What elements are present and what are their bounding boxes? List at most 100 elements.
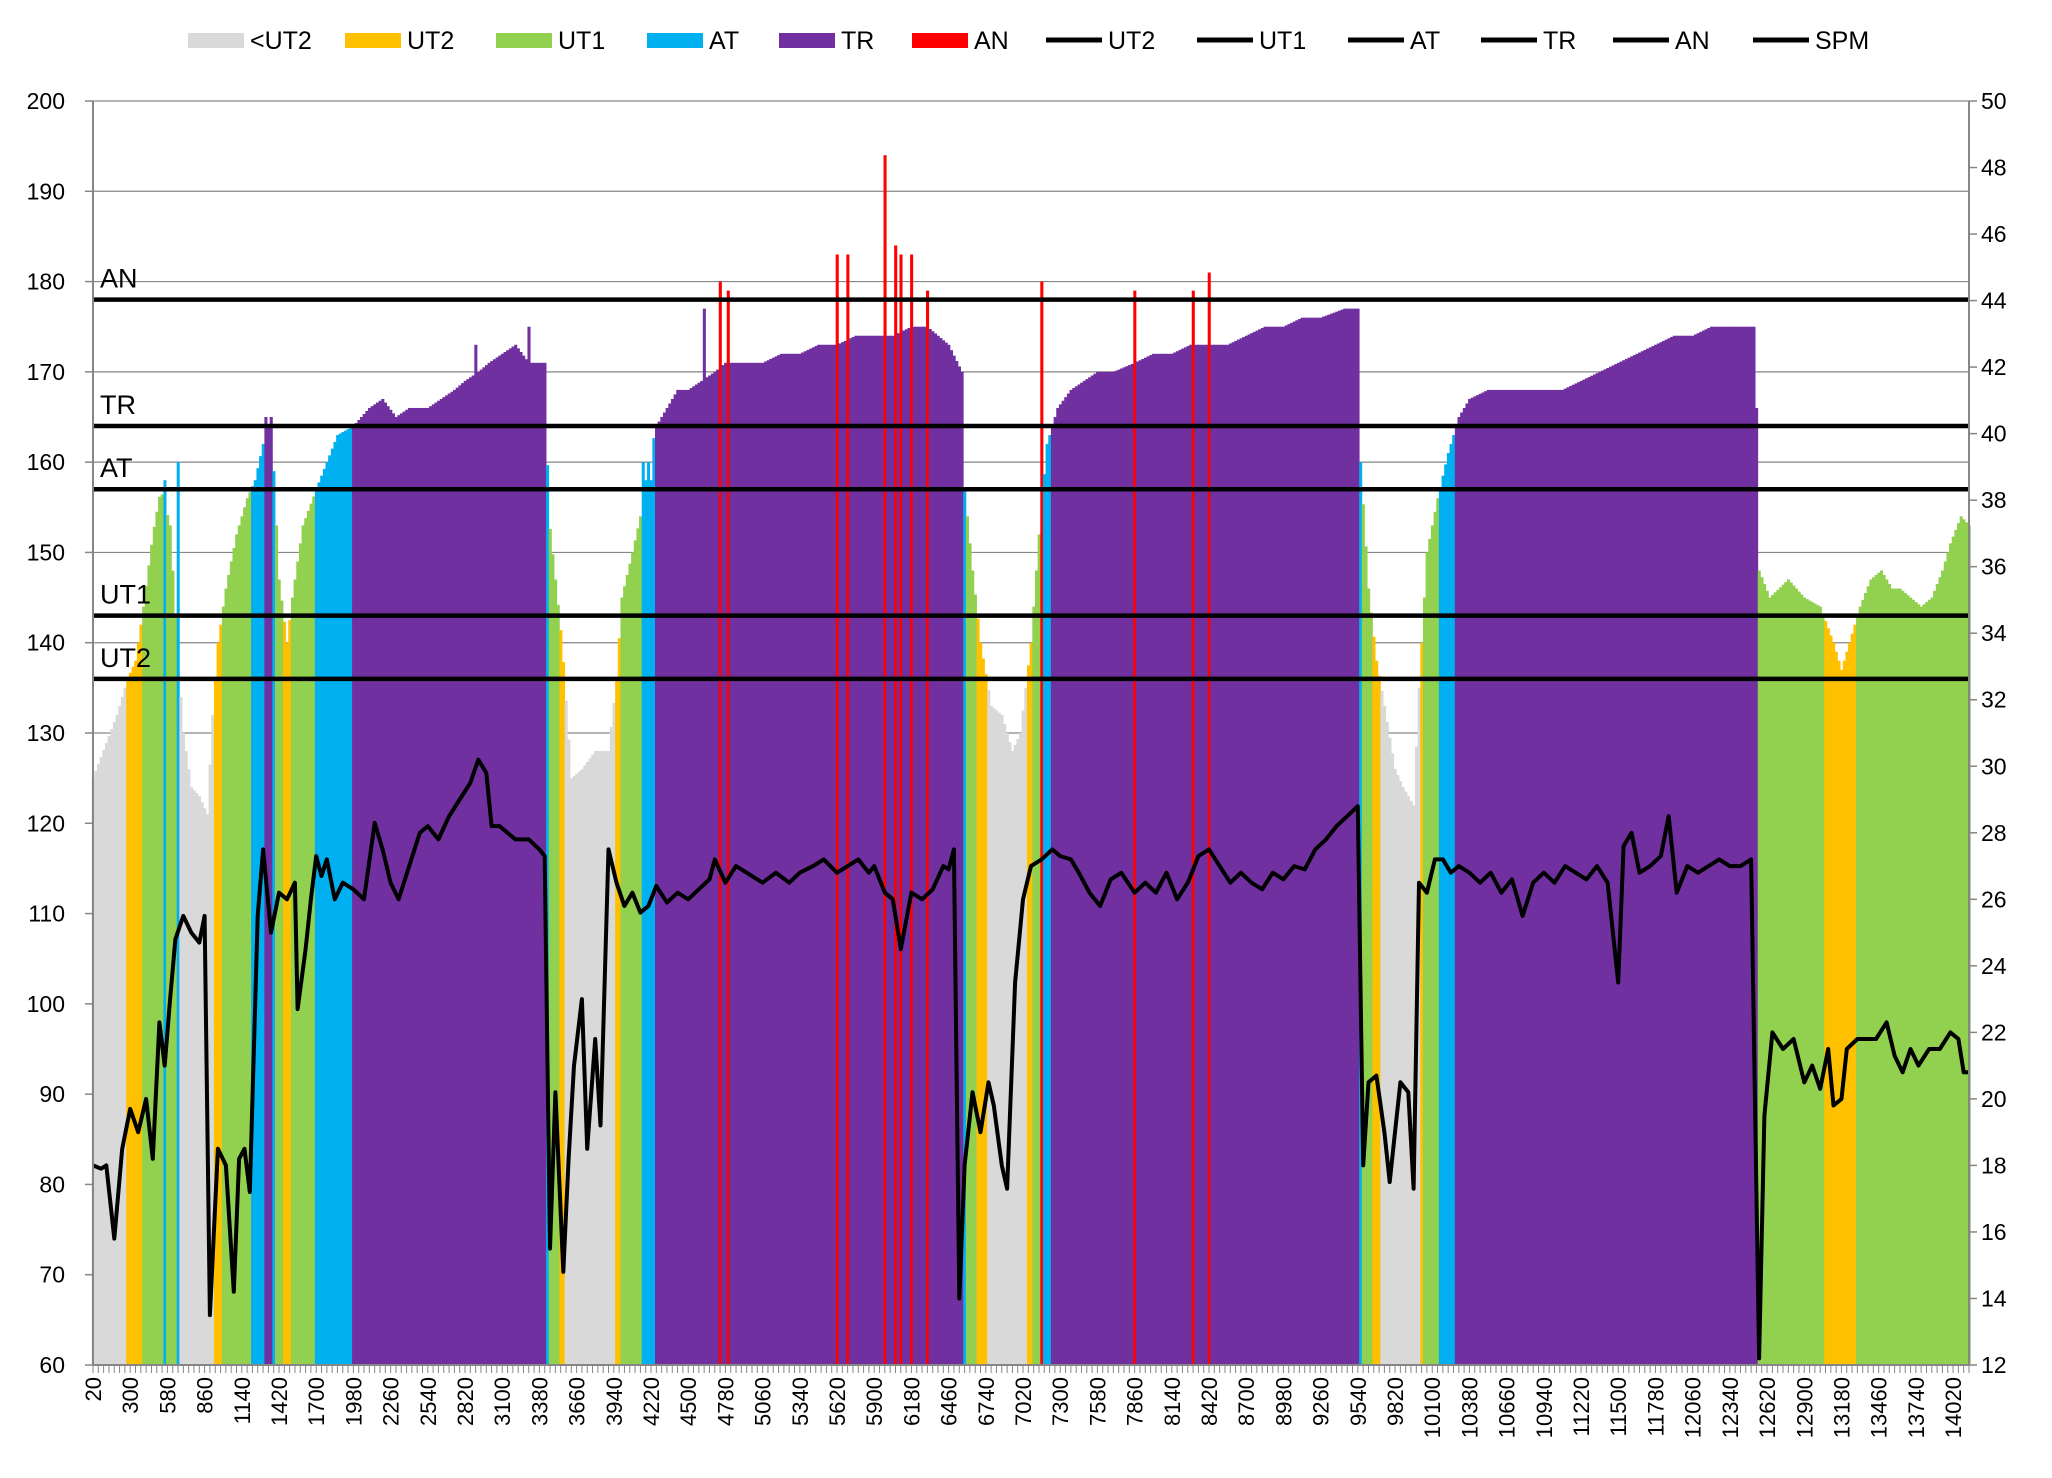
heart-rate-bar bbox=[453, 389, 457, 1365]
heart-rate-bar bbox=[174, 615, 178, 1365]
x-tick-label: 12340 bbox=[1718, 1377, 1743, 1438]
y2-tick-label: 26 bbox=[1981, 886, 2007, 912]
heart-rate-bar bbox=[1409, 800, 1413, 1365]
heart-rate-bar bbox=[785, 353, 789, 1365]
heart-rate-bar bbox=[182, 733, 186, 1365]
heart-rate-bar bbox=[280, 600, 284, 1365]
heart-rate-bar bbox=[758, 362, 762, 1366]
heart-rate-bar bbox=[1266, 326, 1270, 1366]
heart-rate-bar bbox=[1138, 360, 1142, 1365]
x-tick-label: 10100 bbox=[1420, 1377, 1445, 1438]
heart-rate-bar bbox=[1329, 313, 1333, 1365]
heart-rate-bar bbox=[1749, 326, 1753, 1366]
heart-rate-bar bbox=[1175, 351, 1179, 1366]
heart-rate-bar bbox=[920, 326, 924, 1366]
heart-rate-bar bbox=[1130, 363, 1134, 1366]
heart-rate-bar bbox=[809, 348, 813, 1365]
heart-rate-bar bbox=[1701, 330, 1706, 1366]
heart-rate-bar bbox=[203, 808, 207, 1365]
x-tick-label: 8420 bbox=[1197, 1377, 1222, 1426]
heart-rate-bar bbox=[298, 543, 302, 1365]
heart-rate-bar bbox=[1287, 324, 1291, 1365]
heart-rate-bar bbox=[383, 402, 388, 1365]
heart-rate-bar bbox=[939, 338, 943, 1365]
heart-rate-bar bbox=[1438, 486, 1442, 1366]
heart-rate-bar bbox=[1712, 326, 1716, 1366]
y2-tick-label: 46 bbox=[1981, 221, 2007, 247]
heart-rate-bar bbox=[1502, 389, 1506, 1365]
heart-rate-bar bbox=[1858, 606, 1862, 1365]
heart-rate-bar bbox=[1013, 745, 1017, 1365]
heart-rate-bar bbox=[397, 415, 401, 1365]
heart-rate-bar bbox=[1064, 397, 1068, 1365]
heart-rate-bar bbox=[995, 710, 999, 1365]
heart-rate-bar bbox=[766, 360, 770, 1365]
heart-rate-bar bbox=[1678, 335, 1682, 1365]
heart-rate-bar bbox=[1003, 723, 1007, 1365]
legend-label: SPM bbox=[1815, 27, 1869, 55]
heart-rate-bar bbox=[235, 534, 239, 1365]
heart-rate-bar bbox=[1194, 344, 1198, 1365]
heart-rate-bar bbox=[546, 465, 550, 1365]
heart-rate-bar bbox=[843, 340, 847, 1365]
heart-rate-bar bbox=[314, 489, 318, 1366]
heart-rate-bar bbox=[1707, 328, 1711, 1365]
x-tick-label: 3100 bbox=[490, 1377, 515, 1426]
heart-rate-bar bbox=[1186, 346, 1190, 1365]
heart-rate-bar bbox=[538, 362, 542, 1366]
heart-rate-bar bbox=[144, 585, 148, 1365]
heart-rate-bar bbox=[620, 597, 624, 1365]
heart-rate-bar bbox=[548, 528, 552, 1365]
heart-rate-bar bbox=[1244, 335, 1248, 1365]
heart-rate-bar bbox=[370, 406, 374, 1365]
heart-rate-bar bbox=[261, 444, 265, 1366]
y2-tick-label: 44 bbox=[1981, 288, 2007, 314]
heart-rate-bar bbox=[841, 342, 845, 1365]
heart-rate-bar bbox=[1515, 389, 1519, 1365]
heart-rate-bar bbox=[577, 771, 581, 1365]
heart-rate-bar bbox=[1632, 355, 1636, 1366]
heart-rate-bar bbox=[474, 344, 478, 1365]
heart-rate-bar bbox=[96, 764, 101, 1365]
heart-rate-bar bbox=[1651, 346, 1655, 1365]
heart-rate-bar bbox=[1879, 570, 1884, 1365]
heart-rate-bar bbox=[147, 565, 151, 1365]
heart-rate-bar bbox=[120, 696, 124, 1365]
heart-rate-bar bbox=[1715, 326, 1719, 1366]
heart-rate-bar bbox=[848, 338, 853, 1365]
heart-rate-bar bbox=[1752, 326, 1756, 1366]
y-axis-left-ticks: 60 70 80 90 100 110 120 130 140 150 160 170 180 190 20… bbox=[27, 88, 93, 1378]
heart-rate-bar bbox=[320, 475, 324, 1365]
heart-rate-bar bbox=[1816, 605, 1820, 1365]
heart-rate-bar bbox=[1800, 594, 1804, 1365]
heart-rate-bar bbox=[1957, 523, 1961, 1365]
heart-rate-bar bbox=[1292, 321, 1296, 1365]
heart-rate-bar bbox=[902, 330, 906, 1366]
heart-rate-bar bbox=[373, 404, 377, 1365]
heart-rate-bar bbox=[413, 407, 417, 1366]
heart-rate-bar bbox=[1207, 272, 1211, 1365]
heart-rate-bar bbox=[466, 379, 470, 1366]
heart-rate-bar bbox=[1781, 584, 1785, 1365]
heart-rate-bar bbox=[1112, 371, 1116, 1365]
heart-rate-bar bbox=[1468, 398, 1472, 1365]
heart-rate-bar bbox=[522, 355, 526, 1365]
heart-rate-bar bbox=[1181, 348, 1185, 1365]
heart-rate-bar bbox=[633, 540, 637, 1365]
heart-rate-bar bbox=[1850, 633, 1854, 1365]
heart-rate-bar bbox=[168, 525, 172, 1365]
heart-rate-bar bbox=[1417, 687, 1421, 1365]
heart-rate-bar bbox=[1191, 290, 1195, 1366]
heart-rate-bar bbox=[740, 362, 744, 1366]
heart-rate-bar bbox=[1050, 426, 1054, 1365]
heart-rate-bar bbox=[888, 335, 892, 1365]
heart-rate-bar bbox=[1914, 602, 1918, 1365]
heart-rate-bar bbox=[997, 712, 1001, 1365]
x-tick-label: 9260 bbox=[1309, 1377, 1334, 1426]
y2-tick-label: 14 bbox=[1981, 1285, 2007, 1311]
heart-rate-bar bbox=[1460, 412, 1464, 1365]
heart-rate-bar bbox=[1351, 308, 1355, 1365]
heart-rate-bar bbox=[142, 606, 146, 1365]
heart-rate-bar bbox=[856, 335, 861, 1365]
heart-rate-bar bbox=[1021, 710, 1025, 1365]
